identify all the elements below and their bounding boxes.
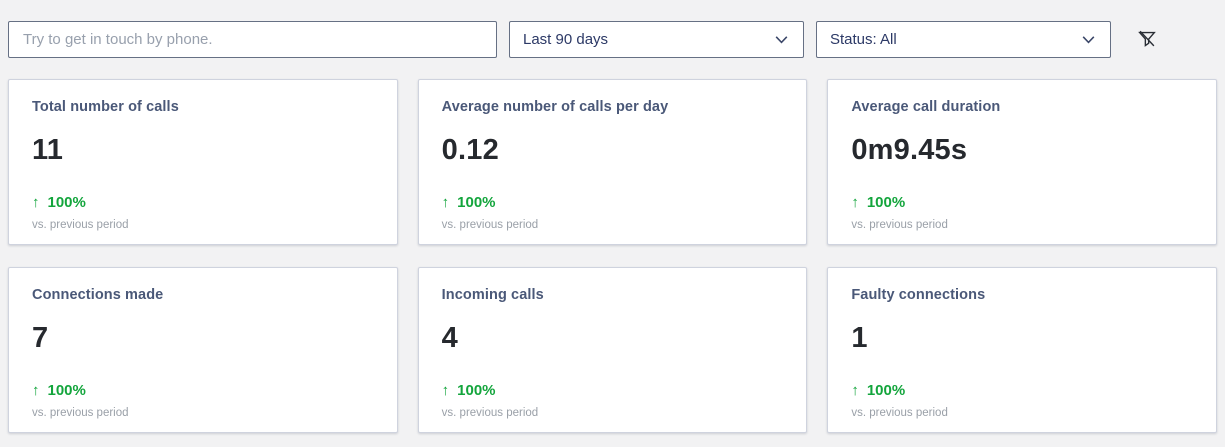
arrow-up-icon: ↑: [851, 194, 859, 211]
status-value: Status: All: [830, 30, 897, 48]
card-compare-label: vs. previous period: [32, 407, 129, 419]
chevron-down-icon: [1080, 31, 1097, 48]
card-trend: ↑ 100%: [851, 382, 1193, 399]
card-incoming-calls: Incoming calls 4 ↑ 100% vs. previous per…: [417, 267, 808, 433]
card-average-call-duration: Average call duration 0m9.45s ↑ 100% vs.…: [827, 79, 1217, 245]
filter-off-icon: [1136, 28, 1158, 50]
arrow-up-icon: ↑: [441, 382, 450, 399]
card-compare-label: vs. previous period: [441, 219, 539, 231]
trend-percent: 100%: [866, 194, 906, 211]
card-trend: ↑ 100%: [442, 194, 784, 211]
card-compare-label: vs. previous period: [851, 219, 948, 231]
trend-percent: 100%: [47, 382, 86, 399]
date-range-value: Last 90 days: [523, 30, 609, 48]
clear-filters-button[interactable]: [1128, 20, 1166, 58]
card-title: Faulty connections: [851, 287, 986, 303]
card-total-number-of-calls: Total number of calls 11 ↑ 100% vs. prev…: [8, 79, 398, 245]
card-title: Total number of calls: [32, 99, 179, 115]
card-value: 11: [32, 134, 64, 166]
arrow-up-icon: ↑: [32, 382, 40, 399]
card-compare-label: vs. previous period: [851, 407, 948, 419]
chevron-down-icon: [773, 31, 790, 48]
card-value: 4: [441, 322, 458, 354]
card-faulty-connections: Faulty connections 1 ↑ 100% vs. previous…: [827, 267, 1217, 433]
card-value: 0m9.45s: [851, 134, 968, 166]
card-trend: ↑ 100%: [32, 194, 374, 211]
date-range-dropdown[interactable]: Last 90 days: [509, 20, 804, 58]
card-value: 7: [32, 322, 49, 354]
card-title: Connections made: [32, 287, 164, 303]
card-compare-label: vs. previous period: [32, 219, 129, 231]
trend-percent: 100%: [457, 194, 496, 211]
trend-percent: 100%: [47, 194, 86, 211]
search-input[interactable]: [8, 20, 497, 58]
status-dropdown[interactable]: Status: All: [816, 20, 1111, 58]
card-trend: ↑ 100%: [442, 382, 784, 399]
trend-percent: 100%: [457, 382, 496, 399]
card-average-calls-per-day: Average number of calls per day 0.12 ↑ 1…: [417, 79, 808, 245]
arrow-up-icon: ↑: [32, 194, 40, 211]
card-title: Average call duration: [851, 99, 1001, 115]
card-compare-label: vs. previous period: [441, 407, 539, 419]
card-trend: ↑ 100%: [851, 194, 1193, 211]
card-title: Incoming calls: [441, 287, 544, 303]
card-trend: ↑ 100%: [32, 382, 374, 399]
card-connections-made: Connections made 7 ↑ 100% vs. previous p…: [8, 267, 398, 433]
kpi-card-grid: Total number of calls 11 ↑ 100% vs. prev…: [8, 79, 1217, 433]
card-title: Average number of calls per day: [441, 99, 669, 115]
arrow-up-icon: ↑: [851, 382, 859, 399]
card-value: 1: [851, 322, 868, 354]
arrow-up-icon: ↑: [441, 194, 450, 211]
trend-percent: 100%: [866, 382, 906, 399]
filter-toolbar: Last 90 days Status: All: [8, 20, 1217, 58]
card-value: 0.12: [441, 134, 499, 166]
